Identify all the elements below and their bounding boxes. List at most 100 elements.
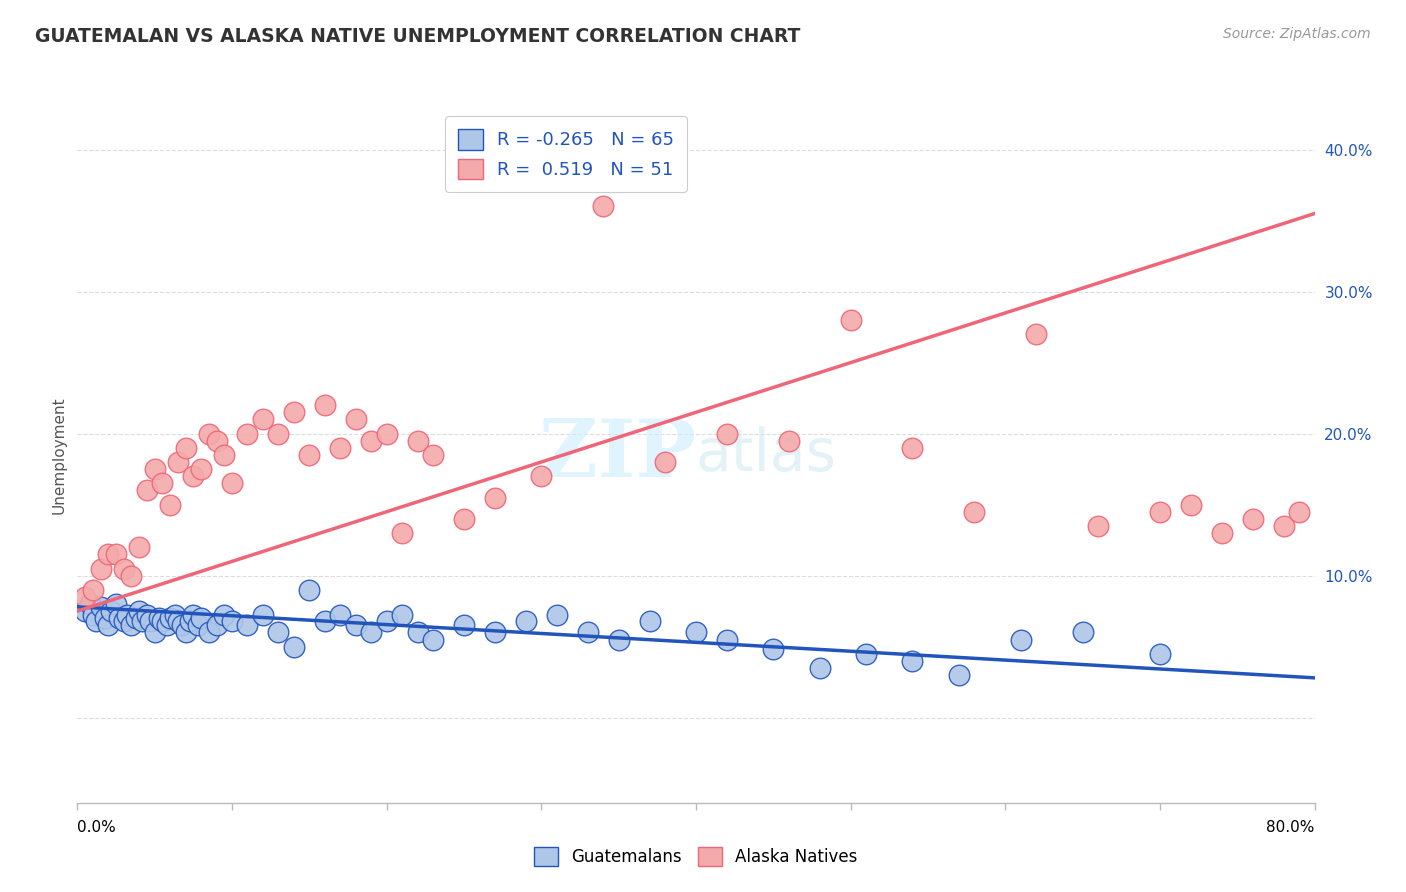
Point (139, 614, 162, 628)
Point (298, 582, 321, 597)
Point (607, 632, 630, 647)
Point (267, 426, 290, 441)
Point (97, 547, 120, 561)
Point (128, 540, 150, 554)
Point (1211, 526, 1233, 541)
Point (112, 614, 135, 628)
Point (314, 614, 336, 628)
Point (252, 608, 274, 623)
Point (716, 426, 738, 441)
Point (75, 604, 96, 618)
Point (198, 426, 221, 441)
Point (148, 611, 170, 625)
Point (422, 448, 444, 462)
Point (108, 611, 131, 625)
Text: atlas: atlas (696, 426, 837, 483)
Point (344, 618, 367, 632)
Point (143, 625, 166, 640)
Point (329, 608, 352, 623)
Point (121, 618, 143, 632)
Point (1071, 625, 1094, 640)
Point (84, 614, 107, 628)
Point (375, 426, 398, 441)
Point (121, 568, 143, 582)
Point (762, 642, 785, 657)
Point (592, 199, 614, 213)
Point (105, 597, 127, 611)
Y-axis label: Unemployment: Unemployment (51, 396, 66, 514)
Point (484, 625, 506, 640)
Point (183, 608, 205, 623)
Point (115, 608, 138, 623)
Point (236, 426, 259, 441)
Point (205, 434, 228, 448)
Point (638, 614, 661, 628)
Text: GUATEMALAN VS ALASKA NATIVE UNEMPLOYMENT CORRELATION CHART: GUATEMALAN VS ALASKA NATIVE UNEMPLOYMENT… (35, 27, 800, 45)
Point (143, 462, 166, 476)
Point (167, 455, 190, 469)
Point (1025, 327, 1047, 342)
Point (1241, 512, 1264, 526)
Point (128, 604, 150, 618)
Point (205, 618, 228, 632)
Point (159, 498, 181, 512)
Point (174, 441, 197, 455)
Point (314, 398, 336, 412)
Point (190, 462, 212, 476)
Point (75, 590, 96, 604)
Point (112, 561, 135, 575)
Point (948, 668, 970, 682)
Point (1180, 498, 1202, 512)
Point (236, 618, 259, 632)
Point (136, 483, 159, 498)
Point (159, 611, 181, 625)
Point (963, 505, 986, 519)
Point (406, 625, 429, 640)
Text: ZIP: ZIP (538, 416, 696, 494)
Point (1272, 519, 1295, 533)
Point (152, 476, 174, 491)
Point (1087, 519, 1109, 533)
Point (530, 469, 553, 483)
Point (82, 582, 104, 597)
Text: Source: ZipAtlas.com: Source: ZipAtlas.com (1223, 27, 1371, 41)
Point (190, 611, 212, 625)
Point (174, 625, 197, 640)
Point (172, 618, 194, 632)
Point (214, 448, 236, 462)
Point (283, 405, 305, 419)
Point (576, 625, 599, 640)
Text: 80.0%: 80.0% (1267, 820, 1315, 835)
Text: 0.0%: 0.0% (77, 820, 117, 835)
Point (183, 469, 205, 483)
Point (515, 614, 537, 628)
Point (1149, 505, 1171, 519)
Point (152, 614, 174, 628)
Point (391, 526, 413, 541)
Point (839, 313, 862, 327)
Point (484, 491, 506, 505)
Point (808, 661, 831, 675)
Point (221, 476, 243, 491)
Point (375, 614, 398, 628)
Point (855, 647, 877, 661)
Point (90, 599, 111, 614)
Point (267, 625, 290, 640)
Point (198, 625, 221, 640)
Point (97, 618, 120, 632)
Point (82, 608, 104, 623)
Point (778, 434, 800, 448)
Point (187, 618, 209, 632)
Point (214, 608, 236, 623)
Point (163, 608, 186, 623)
Point (344, 412, 367, 426)
Point (179, 614, 201, 628)
Point (453, 512, 475, 526)
Point (1010, 632, 1032, 647)
Point (156, 618, 179, 632)
Point (167, 614, 190, 628)
Point (391, 608, 413, 623)
Legend: Guatemalans, Alaska Natives: Guatemalans, Alaska Natives (526, 838, 866, 874)
Point (453, 618, 475, 632)
Point (901, 654, 924, 668)
